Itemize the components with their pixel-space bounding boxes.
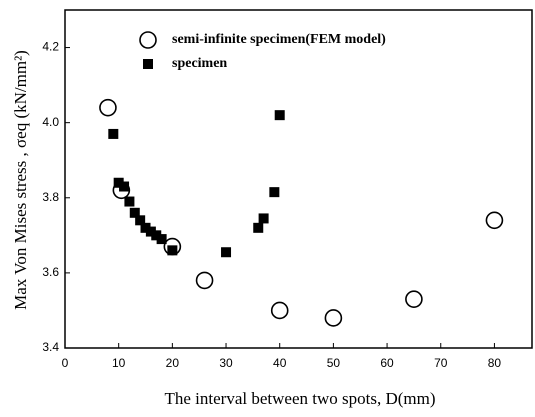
x-tick-label: 0 [62, 356, 69, 370]
data-point [151, 230, 162, 241]
data-point [405, 290, 423, 308]
data-point [324, 309, 343, 327]
data-point [221, 247, 232, 258]
data-point [258, 213, 269, 224]
data-point [156, 234, 167, 245]
legend-marker [139, 31, 157, 49]
data-point [108, 128, 119, 139]
data-point [129, 207, 140, 218]
data-point [145, 226, 156, 237]
data-point [119, 181, 130, 192]
data-point [485, 211, 504, 230]
data-point [253, 222, 264, 233]
data-point [99, 98, 117, 117]
x-tick-label: 50 [327, 356, 341, 370]
legend-label: specimen [172, 56, 227, 71]
x-tick-label: 20 [166, 356, 180, 370]
data-point [124, 196, 135, 207]
x-tick-label: 80 [488, 356, 502, 370]
data-point [140, 222, 151, 233]
y-tick-label: 3.6 [42, 265, 59, 279]
x-tick-label: 70 [434, 356, 448, 370]
y-axis-label: Max Von Mises stress , σeq (kN/mm²) [11, 50, 30, 310]
y-tick-label: 4.0 [42, 115, 59, 129]
y-tick-label: 4.2 [42, 40, 59, 54]
data-point [270, 301, 289, 320]
x-tick-label: 40 [273, 356, 287, 370]
x-tick-label: 30 [219, 356, 233, 370]
data-point [269, 187, 280, 198]
data-point [195, 271, 214, 290]
x-axis-label: The interval between two spots, D(mm) [165, 389, 436, 408]
x-tick-label: 10 [112, 356, 126, 370]
data-point [113, 177, 124, 188]
plot-frame [64, 9, 533, 349]
x-tick-label: 60 [380, 356, 394, 370]
y-tick-label: 3.8 [42, 190, 59, 204]
y-tick-label: 3.4 [42, 340, 59, 354]
legend-label: semi-infinite specimen(FEM model) [172, 32, 386, 47]
legend-marker [143, 59, 153, 69]
data-point [135, 215, 146, 226]
data-point [167, 245, 178, 256]
data-point [274, 110, 285, 121]
